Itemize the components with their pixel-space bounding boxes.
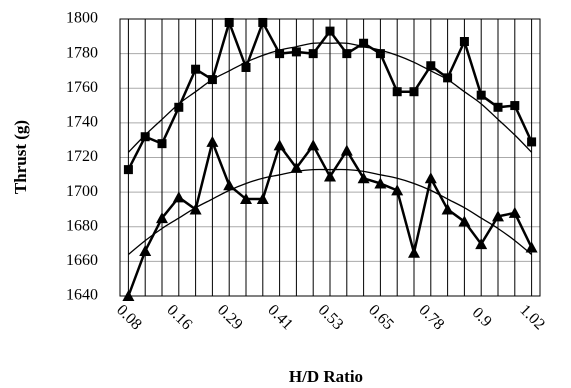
marker <box>426 61 436 71</box>
marker <box>391 184 404 196</box>
marker <box>510 101 520 111</box>
x-tick-label: 0.53 <box>315 302 347 334</box>
marker <box>240 193 252 205</box>
marker <box>189 203 202 215</box>
marker <box>342 49 352 59</box>
x-axis-title: H/D Ratio <box>289 367 363 386</box>
marker <box>123 165 133 175</box>
marker <box>156 212 168 224</box>
y-tick-label: 1700 <box>66 183 98 200</box>
trend-line <box>127 168 533 255</box>
marker <box>409 87 419 97</box>
marker <box>191 64 201 74</box>
y-tick-label: 1640 <box>66 287 98 304</box>
marker <box>140 132 150 142</box>
marker <box>308 49 318 59</box>
marker <box>206 135 219 147</box>
marker <box>476 90 486 100</box>
marker <box>359 38 369 48</box>
marker <box>458 215 471 227</box>
y-tick-label: 1780 <box>66 44 98 61</box>
marker <box>174 102 184 112</box>
marker <box>291 47 301 57</box>
marker <box>273 139 286 151</box>
marker <box>157 139 167 149</box>
y-tick-label: 1800 <box>66 10 98 27</box>
marker <box>508 206 521 218</box>
marker <box>459 37 469 47</box>
marker <box>324 170 336 182</box>
marker <box>172 191 185 203</box>
y-tick-label: 1720 <box>66 148 98 165</box>
marker <box>325 26 335 36</box>
plot-border <box>119 18 541 297</box>
marker <box>441 203 454 215</box>
marker <box>122 290 135 301</box>
marker <box>223 179 236 191</box>
marker <box>224 17 234 27</box>
y-tick-label: 1660 <box>66 252 98 269</box>
y-tick-label: 1680 <box>66 217 98 234</box>
marker <box>275 49 285 59</box>
x-tick-label: 0.16 <box>163 302 195 334</box>
x-tick-label: 0.65 <box>365 302 397 334</box>
x-tick-label: 1.02 <box>516 302 548 334</box>
x-tick-label: 0.41 <box>264 302 296 334</box>
marker <box>139 244 152 256</box>
marker <box>340 144 353 156</box>
x-tick-label: 0.29 <box>214 302 246 334</box>
marker <box>258 17 268 27</box>
x-tick-label: 0.9 <box>469 304 495 330</box>
marker <box>493 102 503 112</box>
marker <box>374 177 387 189</box>
y-tick-label: 1740 <box>66 114 98 131</box>
x-tick-label: 0.08 <box>113 302 145 334</box>
y-tick-label: 1760 <box>66 79 98 96</box>
y-axis-title: Thrust (g) <box>11 120 30 194</box>
marker <box>475 238 488 250</box>
marker <box>443 73 453 83</box>
marker <box>492 210 504 222</box>
x-tick-label: 0.78 <box>415 302 447 334</box>
trend-line <box>127 42 533 153</box>
marker <box>256 193 269 205</box>
marker <box>241 62 251 72</box>
marker <box>357 172 370 184</box>
marker <box>525 241 538 253</box>
marker <box>424 172 437 184</box>
marker <box>527 137 537 147</box>
marker <box>375 49 385 59</box>
marker <box>408 246 420 258</box>
marker <box>307 139 320 151</box>
marker <box>392 87 402 97</box>
marker <box>290 161 303 173</box>
